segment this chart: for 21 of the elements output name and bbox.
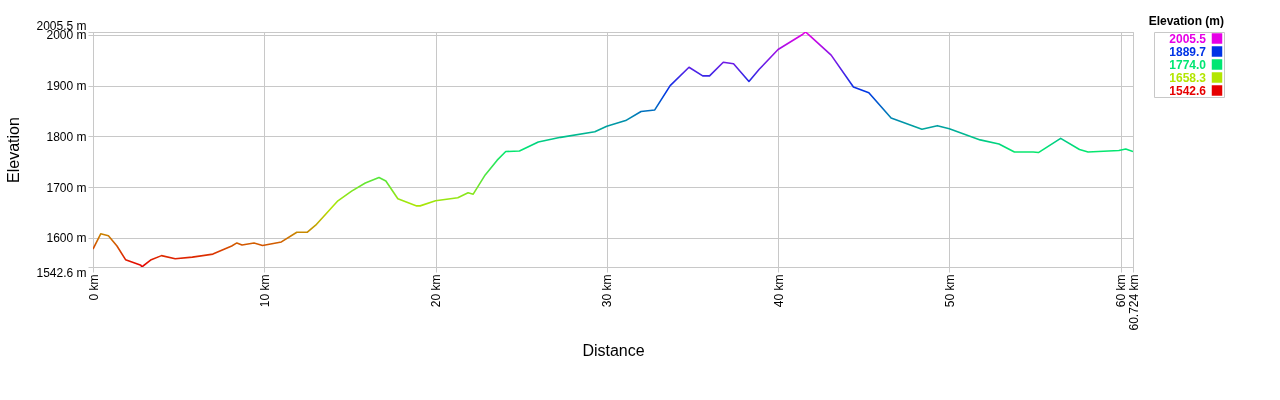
x-tick-label: 40 km (771, 274, 786, 308)
x-tick-label: 0 km (86, 274, 101, 301)
x-tick-label: 20 km (429, 274, 444, 308)
color-bar-label: 1774.0 (1169, 57, 1207, 72)
x-tick-label: 30 km (600, 274, 615, 308)
x-tick-label: 60 km (1114, 274, 1129, 308)
x-axis-title: Distance (582, 341, 645, 359)
color-bar-label: 1542.6 (1169, 83, 1207, 98)
color-bar-label: 2005.5 (1169, 31, 1207, 46)
y-tick-label: 1900 m (46, 79, 87, 94)
color-bar-label: 1658.3 (1169, 70, 1207, 85)
x-tick-label: 60.724 km (1126, 274, 1141, 331)
y-tick-label: 1800 m (46, 129, 87, 144)
y-tick-label: 1542.6 m (36, 265, 87, 280)
x-tick-label: 50 km (942, 274, 957, 308)
y-tick-label: 1700 m (46, 180, 87, 195)
y-tick-label: 1600 m (46, 231, 87, 246)
x-tick-label: 10 km (257, 274, 272, 308)
color-bar-label: 1889.7 (1169, 44, 1207, 59)
color-bar-title: Elevation (m) (1148, 14, 1224, 28)
y-axis-title: Elevation (5, 117, 23, 183)
